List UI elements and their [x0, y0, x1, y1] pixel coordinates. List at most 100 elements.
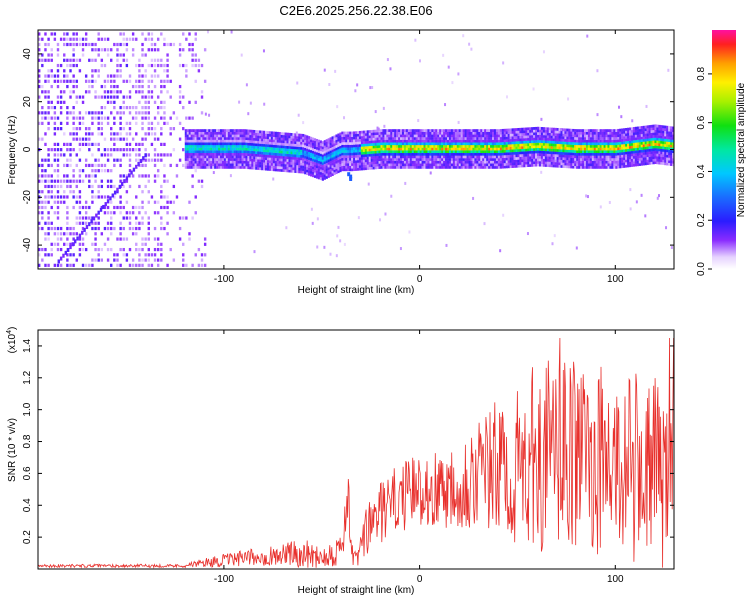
- spectrogram-cell: [313, 159, 317, 163]
- spectrogram-cell: [128, 226, 132, 231]
- spectrogram-cell: [576, 160, 579, 164]
- spectrogram-cell: [654, 158, 657, 162]
- spectrogram-cell: [443, 158, 446, 161]
- spectrogram-cell: [458, 152, 461, 156]
- spectrogram-cell: [492, 129, 495, 132]
- spectrogram-cell: [360, 133, 364, 137]
- spectrogram-cell: [276, 168, 279, 172]
- spectrogram-cell: [351, 139, 354, 143]
- spectrogram-cell: [656, 129, 659, 133]
- spectrogram-cell: [63, 132, 66, 136]
- spectrogram-cell: [537, 163, 540, 167]
- spectrogram-cell: [370, 161, 373, 165]
- spectrogram-cell: [253, 135, 256, 139]
- spectrogram-cell: [321, 156, 324, 160]
- spectrogram-cell: [634, 147, 638, 151]
- spectrogram-cell: [537, 145, 540, 148]
- spectrogram-cell: [128, 221, 132, 225]
- spectrogram-cell: [147, 153, 150, 157]
- spectrogram-cell: [78, 116, 82, 120]
- spectrogram-cell: [219, 150, 223, 154]
- spectrogram-cell: [156, 242, 160, 246]
- spectrogram-cell: [640, 128, 643, 132]
- spectrogram-cell: [470, 160, 473, 164]
- spectrogram-cell: [163, 106, 166, 110]
- spectrogram-cell: [182, 216, 185, 220]
- spectrogram-cell: [190, 158, 193, 161]
- spectrogram-cell: [548, 135, 551, 139]
- spectrogram-cell: [38, 263, 41, 267]
- spectrogram-cell: [147, 132, 150, 136]
- spectrogram-cell: [636, 152, 640, 156]
- spectrogram-cell: [572, 157, 575, 161]
- spectrogram-cell: [497, 142, 501, 146]
- spectrogram-cell: [315, 157, 319, 161]
- spectrogram-cell: [186, 158, 189, 161]
- spectrogram-cell: [119, 226, 122, 231]
- spectrogram-cell: [486, 152, 489, 156]
- spectrogram-cell: [259, 154, 262, 157]
- spectrogram-cell: [464, 147, 467, 151]
- spectrogram-cell: [182, 258, 185, 262]
- spectrogram-cell: [591, 139, 595, 143]
- spectrogram-cell: [38, 95, 41, 99]
- spectrogram-cell: [103, 211, 107, 215]
- spectrogram-cell: [446, 139, 450, 143]
- spectrogram-cell: [125, 237, 129, 241]
- spectrogram-cell: [450, 142, 454, 146]
- spectrogram-cell: [511, 144, 514, 147]
- spectrogram-cell: [231, 150, 234, 154]
- spectrogram-cell: [284, 169, 287, 173]
- spectrogram-cell: [257, 140, 260, 144]
- spectrogram-cell: [525, 161, 528, 165]
- spectrogram-cell: [160, 116, 163, 120]
- spectrogram-cell: [208, 155, 211, 159]
- spectrogram-cell: [321, 146, 324, 150]
- spectrogram-cell: [292, 164, 295, 168]
- spectrogram-cell: [476, 129, 479, 132]
- spectrogram-cell: [221, 131, 225, 135]
- spectrogram-cell: [84, 42, 88, 47]
- spectrogram-cell: [286, 156, 289, 160]
- spectrogram-cell: [288, 156, 291, 160]
- spectrogram-cell: [59, 79, 63, 83]
- spectrogram-cell: [138, 153, 141, 157]
- spectrogram-cell: [302, 160, 305, 164]
- spectrogram-cell: [323, 169, 326, 172]
- spectrogram-cell: [419, 129, 422, 132]
- spectrogram-cell: [263, 154, 266, 158]
- spectrogram-cell: [456, 150, 459, 154]
- spectrogram-cell: [308, 165, 311, 168]
- spectrogram-cell: [443, 160, 446, 164]
- spectrogram-cell: [219, 155, 223, 159]
- spectrogram-cell: [386, 137, 389, 140]
- spectrogram-cell: [562, 133, 565, 137]
- spectrogram-cell: [100, 116, 104, 120]
- spectrogram-cell: [125, 190, 129, 194]
- spectrogram-cell: [53, 127, 57, 131]
- spectrogram-cell: [160, 32, 163, 36]
- spectrogram-cell: [603, 131, 606, 135]
- spectrogram-cell: [476, 131, 479, 135]
- spectrogram-cell: [349, 168, 352, 172]
- spectrogram-cell: [413, 139, 416, 143]
- spectrogram-cell: [490, 165, 493, 169]
- spectrogram-cell: [94, 247, 97, 252]
- spectrogram-cell: [621, 146, 624, 150]
- spectrogram-cell: [462, 144, 465, 148]
- spectrogram-cell: [398, 155, 401, 159]
- spectrogram-cell: [601, 147, 604, 151]
- spectrogram-cell: [188, 163, 191, 167]
- spectrogram-cell: [644, 146, 647, 150]
- spectrogram-cell: [323, 153, 326, 157]
- spectrogram-cell: [535, 161, 538, 164]
- spectrogram-cell: [88, 132, 91, 136]
- spectrogram-cell: [202, 137, 205, 140]
- spectrogram-cell: [556, 154, 559, 158]
- spectrogram-cell: [578, 152, 581, 156]
- spectrogram-cell: [190, 134, 193, 138]
- spectrogram-cell: [585, 139, 589, 143]
- spectrogram-cell: [255, 135, 258, 139]
- spectrogram-cell: [472, 196, 475, 200]
- spectrogram-cell: [163, 63, 166, 68]
